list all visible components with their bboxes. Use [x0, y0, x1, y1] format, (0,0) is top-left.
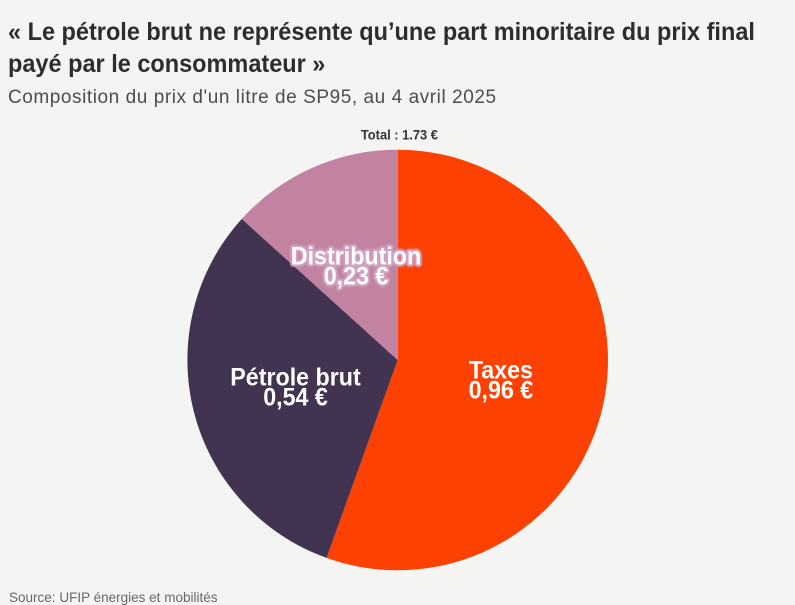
svg-text:Distribution: Distribution: [291, 243, 421, 271]
svg-text:Distribution: Distribution: [291, 243, 421, 271]
svg-text:Taxes: Taxes: [469, 357, 533, 385]
svg-text:0,54 €: 0,54 €: [263, 384, 328, 412]
svg-text:0,96 €: 0,96 €: [469, 377, 534, 405]
svg-text:0,23 €: 0,23 €: [324, 263, 389, 291]
svg-text:0,23 €: 0,23 €: [324, 263, 389, 291]
svg-text:Pétrole brut: Pétrole brut: [230, 364, 360, 392]
svg-text:Total : 1.73 €: Total : 1.73 €: [361, 127, 438, 143]
